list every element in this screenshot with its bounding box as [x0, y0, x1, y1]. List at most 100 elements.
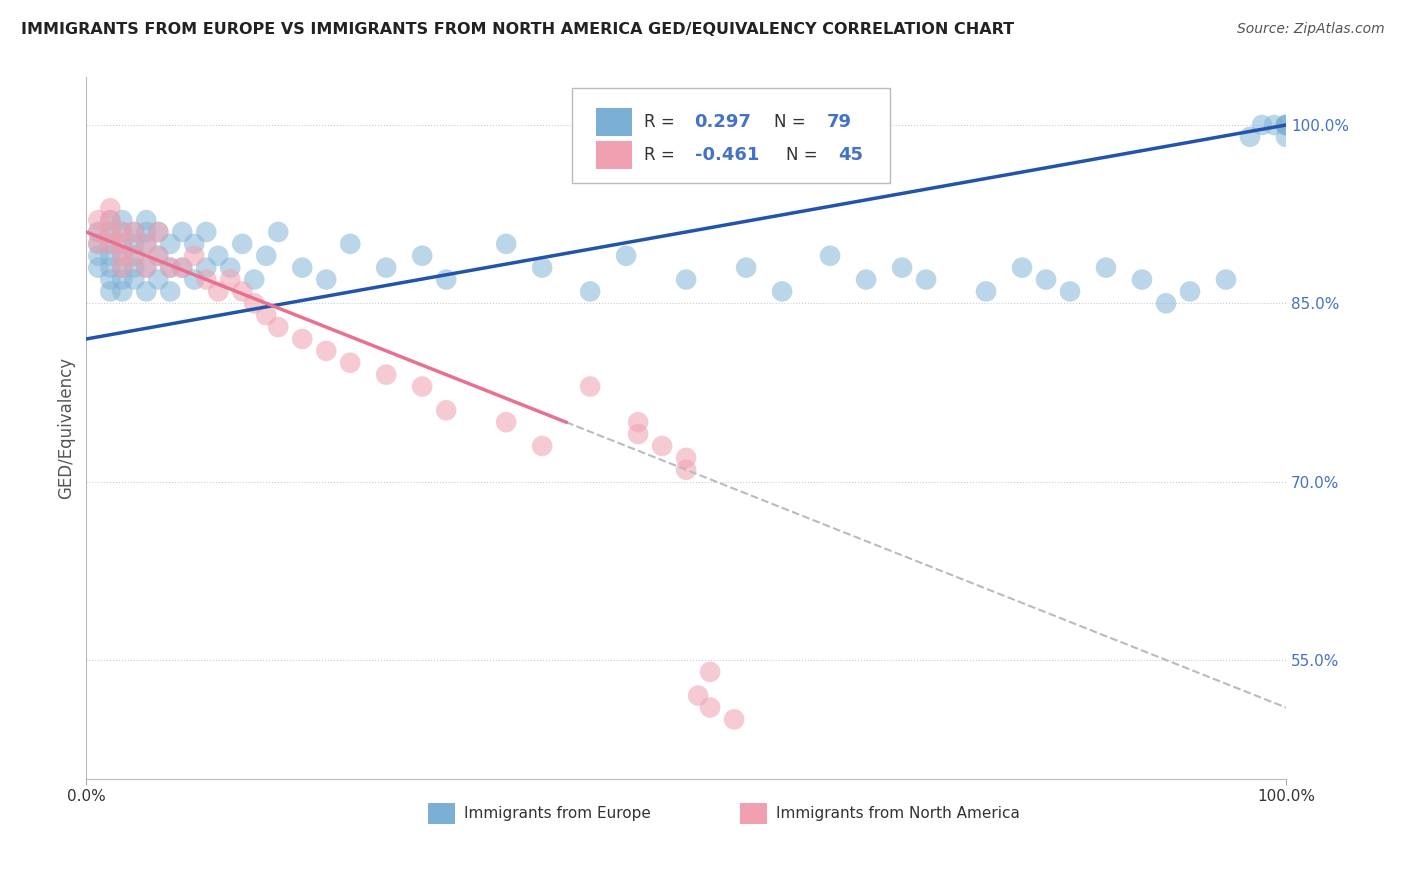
Point	[124, 249, 146, 263]
Point	[579, 379, 602, 393]
Point	[111, 285, 134, 299]
Point	[124, 236, 146, 251]
Point	[434, 272, 457, 286]
Y-axis label: GED/Equivalency: GED/Equivalency	[58, 357, 75, 500]
Point	[531, 260, 554, 275]
Point	[111, 236, 134, 251]
Point	[974, 285, 997, 299]
Point	[495, 236, 517, 251]
Text: Immigrants from North America: Immigrants from North America	[776, 806, 1019, 822]
Point	[98, 236, 121, 251]
Point	[98, 236, 121, 251]
Point	[98, 260, 121, 275]
Point	[1275, 118, 1298, 132]
Point	[1275, 118, 1298, 132]
Text: N =: N =	[773, 112, 811, 130]
Point	[207, 249, 229, 263]
Point	[770, 285, 793, 299]
Point	[148, 249, 170, 263]
Point	[183, 272, 205, 286]
Text: Immigrants from Europe: Immigrants from Europe	[464, 806, 651, 822]
Point	[1263, 118, 1285, 132]
Text: R =: R =	[644, 112, 681, 130]
Point	[231, 236, 253, 251]
Point	[1035, 272, 1057, 286]
Point	[1178, 285, 1201, 299]
Point	[723, 712, 745, 726]
Point	[148, 272, 170, 286]
Point	[172, 260, 194, 275]
Point	[1239, 129, 1261, 144]
Point	[579, 285, 602, 299]
Point	[159, 236, 181, 251]
Text: N =: N =	[786, 145, 823, 163]
Point	[1275, 118, 1298, 132]
Point	[111, 213, 134, 227]
FancyBboxPatch shape	[596, 108, 633, 136]
Point	[124, 260, 146, 275]
Point	[135, 285, 157, 299]
Point	[98, 213, 121, 227]
Point	[98, 225, 121, 239]
Point	[627, 415, 650, 429]
Point	[124, 272, 146, 286]
Point	[1154, 296, 1177, 310]
Point	[135, 236, 157, 251]
Point	[124, 225, 146, 239]
Point	[159, 260, 181, 275]
Point	[1251, 118, 1274, 132]
Point	[651, 439, 673, 453]
Point	[135, 260, 157, 275]
Point	[87, 236, 110, 251]
FancyBboxPatch shape	[596, 141, 633, 169]
Point	[111, 260, 134, 275]
Point	[818, 249, 841, 263]
Point	[111, 272, 134, 286]
Text: -0.461: -0.461	[695, 145, 759, 163]
Point	[159, 285, 181, 299]
Point	[291, 332, 314, 346]
Point	[411, 249, 433, 263]
Point	[375, 260, 398, 275]
Text: 79: 79	[827, 112, 852, 130]
Point	[434, 403, 457, 417]
Point	[98, 213, 121, 227]
Point	[183, 249, 205, 263]
Point	[135, 213, 157, 227]
Point	[254, 308, 277, 322]
Text: Source: ZipAtlas.com: Source: ZipAtlas.com	[1237, 22, 1385, 37]
Point	[207, 285, 229, 299]
Text: IMMIGRANTS FROM EUROPE VS IMMIGRANTS FROM NORTH AMERICA GED/EQUIVALENCY CORRELAT: IMMIGRANTS FROM EUROPE VS IMMIGRANTS FRO…	[21, 22, 1014, 37]
Point	[495, 415, 517, 429]
Point	[699, 700, 721, 714]
Point	[124, 225, 146, 239]
Point	[675, 450, 697, 465]
Point	[315, 272, 337, 286]
Point	[267, 320, 290, 334]
Point	[1011, 260, 1033, 275]
Point	[172, 225, 194, 239]
Point	[688, 689, 710, 703]
Point	[111, 236, 134, 251]
Point	[98, 285, 121, 299]
Point	[87, 225, 110, 239]
Point	[675, 272, 697, 286]
Point	[1130, 272, 1153, 286]
Point	[111, 225, 134, 239]
Point	[1059, 285, 1081, 299]
Point	[1215, 272, 1237, 286]
Point	[135, 225, 157, 239]
Text: 45: 45	[838, 145, 863, 163]
Point	[315, 343, 337, 358]
Point	[531, 439, 554, 453]
Point	[891, 260, 914, 275]
Point	[627, 427, 650, 442]
Point	[159, 260, 181, 275]
Point	[111, 249, 134, 263]
Point	[148, 225, 170, 239]
Point	[98, 249, 121, 263]
Point	[148, 225, 170, 239]
Text: R =: R =	[644, 145, 681, 163]
Point	[87, 260, 110, 275]
Point	[87, 236, 110, 251]
